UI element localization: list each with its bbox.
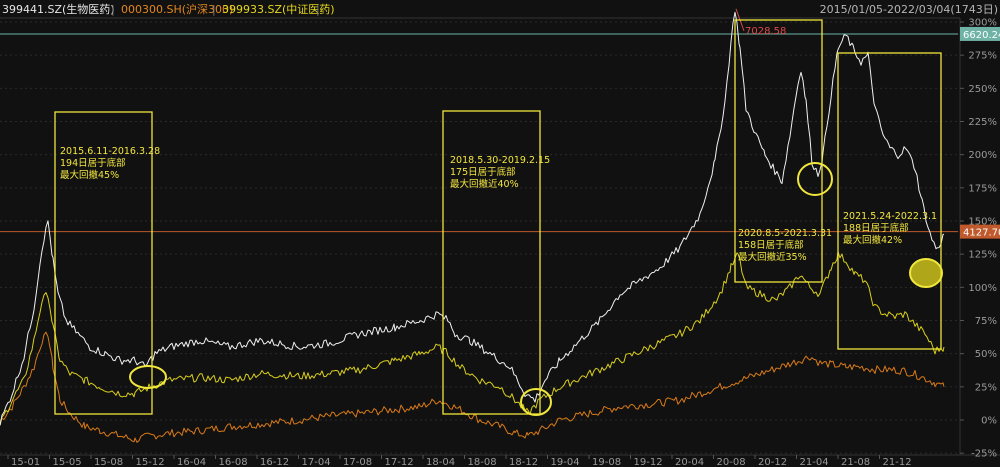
x-tick-label: 21-04 (800, 457, 829, 467)
series-line (0, 11, 945, 426)
legend-csi-medicine[interactable]: 399933.SZ(中证医药) (222, 3, 335, 16)
annotation-text: 194日居于底部 (60, 157, 126, 169)
reference-value-tag (960, 224, 1000, 239)
bottom-highlight-circle (129, 365, 167, 389)
legend-separator: | (212, 3, 216, 16)
reference-value-label: 4127.70 (963, 228, 1000, 239)
y-tick-label: 200% (968, 150, 997, 161)
annotation-text: 最大回撤近35% (738, 251, 807, 263)
annotation-text: 175日居于底部 (450, 166, 516, 178)
annotation-text: 2018.5.30-2019.2.15 (450, 155, 550, 166)
y-tick-label: 0% (981, 416, 997, 427)
x-tick-labels: 15-01 15-05 15-08 15-12 16-04 16-08 16-12 17-04… (7, 455, 912, 467)
annotation-text: 2021.5.24-2022.3.1 (843, 211, 937, 222)
annotation-box (442, 110, 541, 415)
x-tick-label: 17-08 (343, 457, 372, 467)
reference-value-label: 6620.24 (963, 30, 1000, 41)
bottom-highlight-circle (909, 258, 943, 288)
series-line (0, 331, 945, 443)
annotation-text: 158日居于底部 (738, 239, 804, 251)
x-tick-label: 15-01 (11, 457, 40, 467)
peak-label: 7028.58 (745, 26, 786, 37)
y-tick-label: 175% (968, 183, 997, 194)
x-tick-label: 21-12 (883, 457, 912, 467)
x-tick-label: 20-12 (758, 457, 787, 467)
y-tick-label: 150% (968, 217, 997, 228)
annotation-text: 最大回撤42% (843, 234, 902, 246)
y-tick-label: -25% (971, 449, 997, 460)
series-line (0, 251, 945, 426)
y-tick-label: 275% (968, 51, 997, 62)
x-tick-label: 16-04 (177, 457, 206, 467)
x-tick-label: 18-08 (468, 457, 497, 467)
annotation-box (837, 52, 942, 350)
bottom-highlight-circle (797, 162, 833, 196)
x-tick-label: 18-12 (509, 457, 538, 467)
series-lines: 7028.58 (0, 8, 945, 443)
x-tick-label: 16-12 (260, 457, 289, 467)
x-tick-label: 15-08 (94, 457, 123, 467)
y-tick-label: 250% (968, 84, 997, 95)
annotation-box (54, 111, 153, 415)
annotation-text: 2020.8.5-2021.3.31 (738, 228, 832, 239)
y-tick-label: 125% (968, 250, 997, 261)
x-tick-label: 16-08 (219, 457, 248, 467)
reference-value-tag (960, 26, 1000, 41)
annotation-text: 最大回撤近40% (450, 178, 519, 190)
y-tick-label: 50% (975, 349, 997, 360)
annotation-box (734, 19, 823, 283)
date-range: 2015/01/05-2022/03/04(1743日) (820, 3, 998, 16)
x-tick-label: 18-04 (426, 457, 455, 467)
y-tick-label: 75% (975, 316, 997, 327)
reference-lines: 6620.24 4127.70 (0, 26, 1000, 239)
annotation-text: 188日居于底部 (843, 222, 909, 234)
x-tick-label: 17-04 (302, 457, 331, 467)
y-tick-label: 300% (968, 18, 997, 29)
x-tick-label: 19-04 (551, 457, 580, 467)
x-tick-label: 15-12 (136, 457, 165, 467)
legend-separator: | (111, 3, 115, 16)
y-tick-label: 100% (968, 283, 997, 294)
annotation-text: 最大回撤45% (60, 169, 119, 181)
y-tick-label: 25% (975, 382, 997, 393)
bottom-highlight-circle (520, 388, 552, 416)
y-tick-label: 225% (968, 117, 997, 128)
legend-separator: | (316, 3, 320, 16)
legend-csi300[interactable]: 000300.SH(沪深300) (121, 2, 233, 16)
x-tick-label: 15-05 (53, 457, 82, 467)
x-tick-label: 19-08 (592, 457, 621, 467)
x-tick-label: 17-12 (385, 457, 414, 467)
annotation-text: 2015.6.11-2016.3.28 (60, 146, 160, 157)
x-tick-label: 20-04 (675, 457, 704, 467)
legend-biomedicine[interactable]: 399441.SZ(生物医药) (2, 2, 115, 16)
x-tick-label: 19-12 (634, 457, 663, 467)
x-tick-label: 21-08 (841, 457, 870, 467)
x-tick-label: 20-08 (717, 457, 746, 467)
y-tick-labels: 325%300%275%250%225%200%175%150%125%100%… (960, 18, 997, 460)
